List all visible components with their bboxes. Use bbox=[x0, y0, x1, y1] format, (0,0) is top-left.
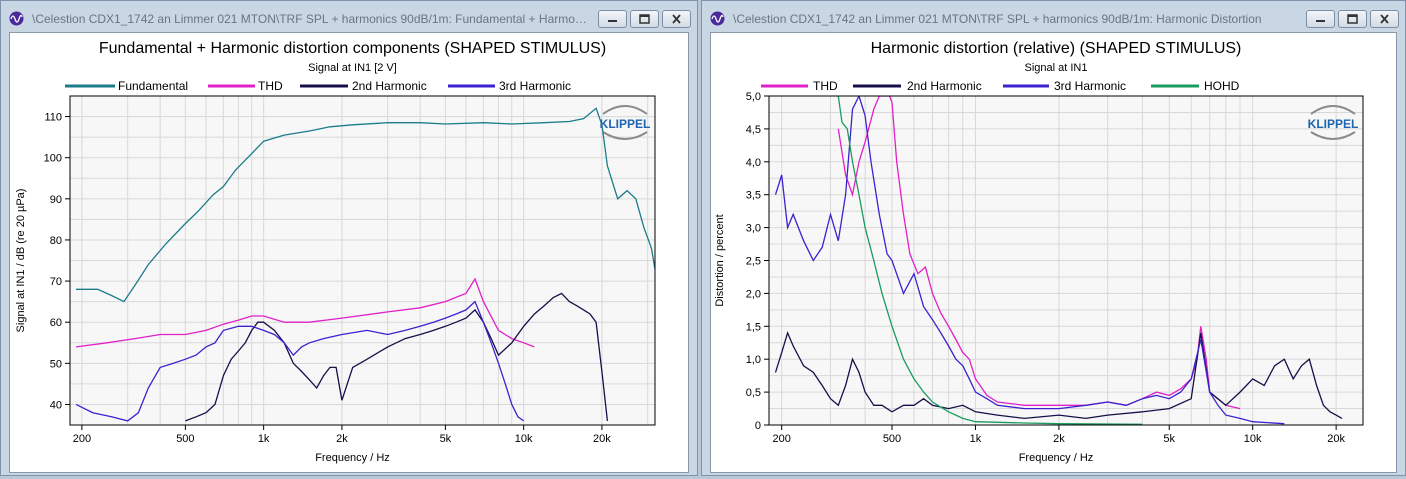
chart-area: Fundamental + Harmonic distortion compon… bbox=[9, 32, 689, 473]
series-line-3rd-harmonic bbox=[75, 300, 525, 422]
series-line-hohd bbox=[837, 96, 1143, 425]
logo-text: KLIPPEL bbox=[1308, 117, 1359, 131]
klippel-logo: KLIPPEL bbox=[600, 105, 651, 140]
y-tick-label: 0,5 bbox=[746, 387, 761, 399]
x-tick-label: 1k bbox=[970, 433, 982, 445]
legend-label-3rd-harmonic: 3rd Harmonic bbox=[499, 79, 571, 93]
y-tick-label: 90 bbox=[50, 194, 62, 206]
x-tick-label: 5k bbox=[440, 433, 452, 445]
y-tick-label: 1,5 bbox=[746, 321, 761, 333]
y-tick-label: 80 bbox=[50, 235, 62, 247]
series-line-thd bbox=[76, 277, 535, 348]
legend-label-2nd-harmonic: 2nd Harmonic bbox=[352, 79, 427, 93]
x-axis-label: Frequency / Hz bbox=[1019, 452, 1094, 464]
y-tick-label: 2,0 bbox=[746, 288, 761, 300]
y-tick-label: 110 bbox=[44, 112, 62, 124]
chart-harmonic-distortion: Harmonic distortion (relative) (SHAPED S… bbox=[714, 40, 1364, 464]
close-icon bbox=[672, 14, 681, 24]
x-tick-label: 500 bbox=[883, 433, 901, 445]
logo-arc-top bbox=[602, 105, 648, 115]
legend-label-fundamental: Fundamental bbox=[118, 79, 188, 93]
legend-label-hohd: HOHD bbox=[1204, 79, 1240, 93]
y-axis-label: Distortion / percent bbox=[714, 214, 726, 306]
legend-label-3rd-harmonic: 3rd Harmonic bbox=[1054, 79, 1126, 93]
y-tick-label: 1,0 bbox=[746, 354, 761, 366]
window-title: \Celestion CDX1_1742 an Limmer 021 MTON\… bbox=[733, 12, 1262, 26]
restore-button[interactable] bbox=[630, 10, 659, 28]
logo-arc-bottom bbox=[602, 131, 648, 140]
minimize-icon bbox=[608, 20, 617, 22]
x-tick-label: 500 bbox=[176, 433, 194, 445]
y-tick-label: 5,0 bbox=[746, 91, 761, 103]
chart-subtitle: Signal at IN1 bbox=[1025, 62, 1088, 74]
x-tick-label: 200 bbox=[773, 433, 791, 445]
close-button[interactable] bbox=[1370, 10, 1399, 28]
y-tick-label: 0 bbox=[755, 420, 761, 432]
logo-arc-bottom bbox=[1310, 131, 1356, 140]
x-tick-label: 200 bbox=[73, 433, 91, 445]
app-icon bbox=[9, 11, 24, 26]
y-tick-label: 50 bbox=[50, 358, 62, 370]
plot-frame bbox=[768, 95, 1364, 426]
y-tick-label: 3,0 bbox=[746, 223, 761, 235]
logo-text: KLIPPEL bbox=[600, 117, 651, 131]
app-icon bbox=[710, 11, 725, 26]
y-tick-label: 4,5 bbox=[746, 124, 761, 136]
x-tick-label: 10k bbox=[1244, 433, 1262, 445]
chart-window-harmonic-distortion: \Celestion CDX1_1742 an Limmer 021 MTON\… bbox=[701, 0, 1406, 476]
window-titlebar[interactable]: \Celestion CDX1_1742 an Limmer 021 MTON\… bbox=[702, 1, 1405, 33]
series-line-2nd-harmonic bbox=[185, 292, 609, 422]
legend-label-thd: THD bbox=[258, 79, 283, 93]
x-tick-label: 20k bbox=[593, 433, 611, 445]
minimize-button[interactable] bbox=[1306, 10, 1335, 28]
x-tick-label: 10k bbox=[515, 433, 533, 445]
x-tick-label: 2k bbox=[1053, 433, 1065, 445]
x-axis-label: Frequency / Hz bbox=[315, 452, 390, 464]
minimize-icon bbox=[1316, 20, 1325, 22]
y-tick-label: 2,5 bbox=[746, 256, 761, 268]
chart-window-fundamental: \Celestion CDX1_1742 an Limmer 021 MTON\… bbox=[0, 0, 698, 476]
restore-icon bbox=[639, 14, 650, 24]
window-title: \Celestion CDX1_1742 an Limmer 021 MTON\… bbox=[32, 12, 592, 26]
chart-title: Fundamental + Harmonic distortion compon… bbox=[99, 40, 606, 57]
restore-icon bbox=[1347, 14, 1358, 24]
logo-arc-top bbox=[1310, 105, 1356, 115]
chart-fundamental-harmonic: Fundamental + Harmonic distortion compon… bbox=[15, 40, 656, 464]
close-button[interactable] bbox=[662, 10, 691, 28]
window-titlebar[interactable]: \Celestion CDX1_1742 an Limmer 021 MTON\… bbox=[1, 1, 697, 33]
series-line-2nd-harmonic bbox=[774, 330, 1343, 420]
x-tick-label: 20k bbox=[1327, 433, 1345, 445]
y-tick-label: 100 bbox=[44, 153, 62, 165]
y-tick-label: 70 bbox=[50, 276, 62, 288]
y-axis-label: Signal at IN1 / dB (re 20 µPa) bbox=[15, 189, 27, 333]
legend-label-2nd-harmonic: 2nd Harmonic bbox=[907, 79, 982, 93]
y-tick-label: 40 bbox=[50, 399, 62, 411]
x-tick-label: 5k bbox=[1163, 433, 1175, 445]
y-tick-label: 3,5 bbox=[746, 190, 761, 202]
chart-title: Harmonic distortion (relative) (SHAPED S… bbox=[871, 40, 1242, 57]
x-tick-label: 1k bbox=[258, 433, 270, 445]
plot-frame bbox=[69, 95, 656, 426]
restore-button[interactable] bbox=[1338, 10, 1367, 28]
series-line-fundamental bbox=[76, 107, 655, 303]
minimize-button[interactable] bbox=[598, 10, 627, 28]
chart-subtitle: Signal at IN1 [2 V] bbox=[308, 62, 397, 74]
y-tick-label: 4,0 bbox=[746, 157, 761, 169]
y-tick-label: 60 bbox=[50, 317, 62, 329]
series-line-3rd-harmonic bbox=[774, 96, 1285, 425]
chart-area: Harmonic distortion (relative) (SHAPED S… bbox=[710, 32, 1397, 473]
klippel-logo: KLIPPEL bbox=[1308, 105, 1359, 140]
legend-label-thd: THD bbox=[813, 79, 838, 93]
close-icon bbox=[1380, 14, 1389, 24]
x-tick-label: 2k bbox=[336, 433, 348, 445]
